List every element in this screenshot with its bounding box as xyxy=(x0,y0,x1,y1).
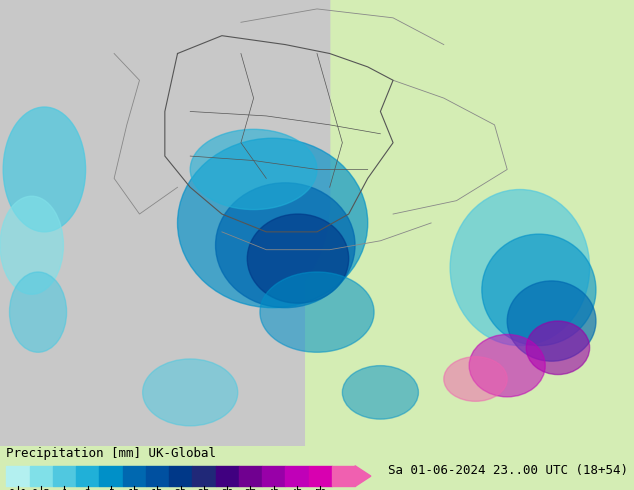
Ellipse shape xyxy=(10,272,67,352)
Ellipse shape xyxy=(143,359,238,426)
Bar xyxy=(285,466,309,487)
Bar xyxy=(30,466,53,487)
Text: 15: 15 xyxy=(151,489,164,490)
Bar xyxy=(309,466,332,487)
Text: 45: 45 xyxy=(290,489,303,490)
Bar xyxy=(169,466,192,487)
Bar xyxy=(146,466,169,487)
Text: 30: 30 xyxy=(221,489,233,490)
Bar xyxy=(6,466,30,487)
Ellipse shape xyxy=(450,190,590,345)
Ellipse shape xyxy=(482,234,596,345)
Ellipse shape xyxy=(526,321,590,374)
Text: 50: 50 xyxy=(314,489,327,490)
Ellipse shape xyxy=(247,214,349,303)
Bar xyxy=(216,466,239,487)
Ellipse shape xyxy=(190,129,317,210)
Bar xyxy=(332,466,355,487)
Bar xyxy=(100,466,122,487)
FancyBboxPatch shape xyxy=(0,67,304,490)
Bar xyxy=(262,466,285,487)
Ellipse shape xyxy=(178,138,368,308)
Text: Sa 01-06-2024 23..00 UTC (18+54): Sa 01-06-2024 23..00 UTC (18+54) xyxy=(387,464,628,477)
Text: 5: 5 xyxy=(108,489,114,490)
Text: 1: 1 xyxy=(61,489,68,490)
Ellipse shape xyxy=(342,366,418,419)
FancyBboxPatch shape xyxy=(0,0,330,334)
Ellipse shape xyxy=(260,272,374,352)
Ellipse shape xyxy=(469,335,545,397)
Bar xyxy=(122,466,146,487)
Ellipse shape xyxy=(216,183,355,308)
Text: 0.5: 0.5 xyxy=(32,489,51,490)
Ellipse shape xyxy=(0,196,63,294)
Ellipse shape xyxy=(444,357,507,401)
Text: 25: 25 xyxy=(198,489,210,490)
Text: 20: 20 xyxy=(174,489,187,490)
Bar xyxy=(76,466,100,487)
Bar xyxy=(192,466,216,487)
Polygon shape xyxy=(355,466,371,487)
Text: 0.1: 0.1 xyxy=(9,489,27,490)
Bar xyxy=(239,466,262,487)
Text: 10: 10 xyxy=(128,489,141,490)
Ellipse shape xyxy=(3,107,86,232)
Text: 35: 35 xyxy=(244,489,257,490)
Text: 40: 40 xyxy=(268,489,280,490)
Bar xyxy=(53,466,76,487)
Text: 2: 2 xyxy=(84,489,91,490)
Ellipse shape xyxy=(507,281,596,361)
Text: Precipitation [mm] UK-Global: Precipitation [mm] UK-Global xyxy=(6,447,216,460)
